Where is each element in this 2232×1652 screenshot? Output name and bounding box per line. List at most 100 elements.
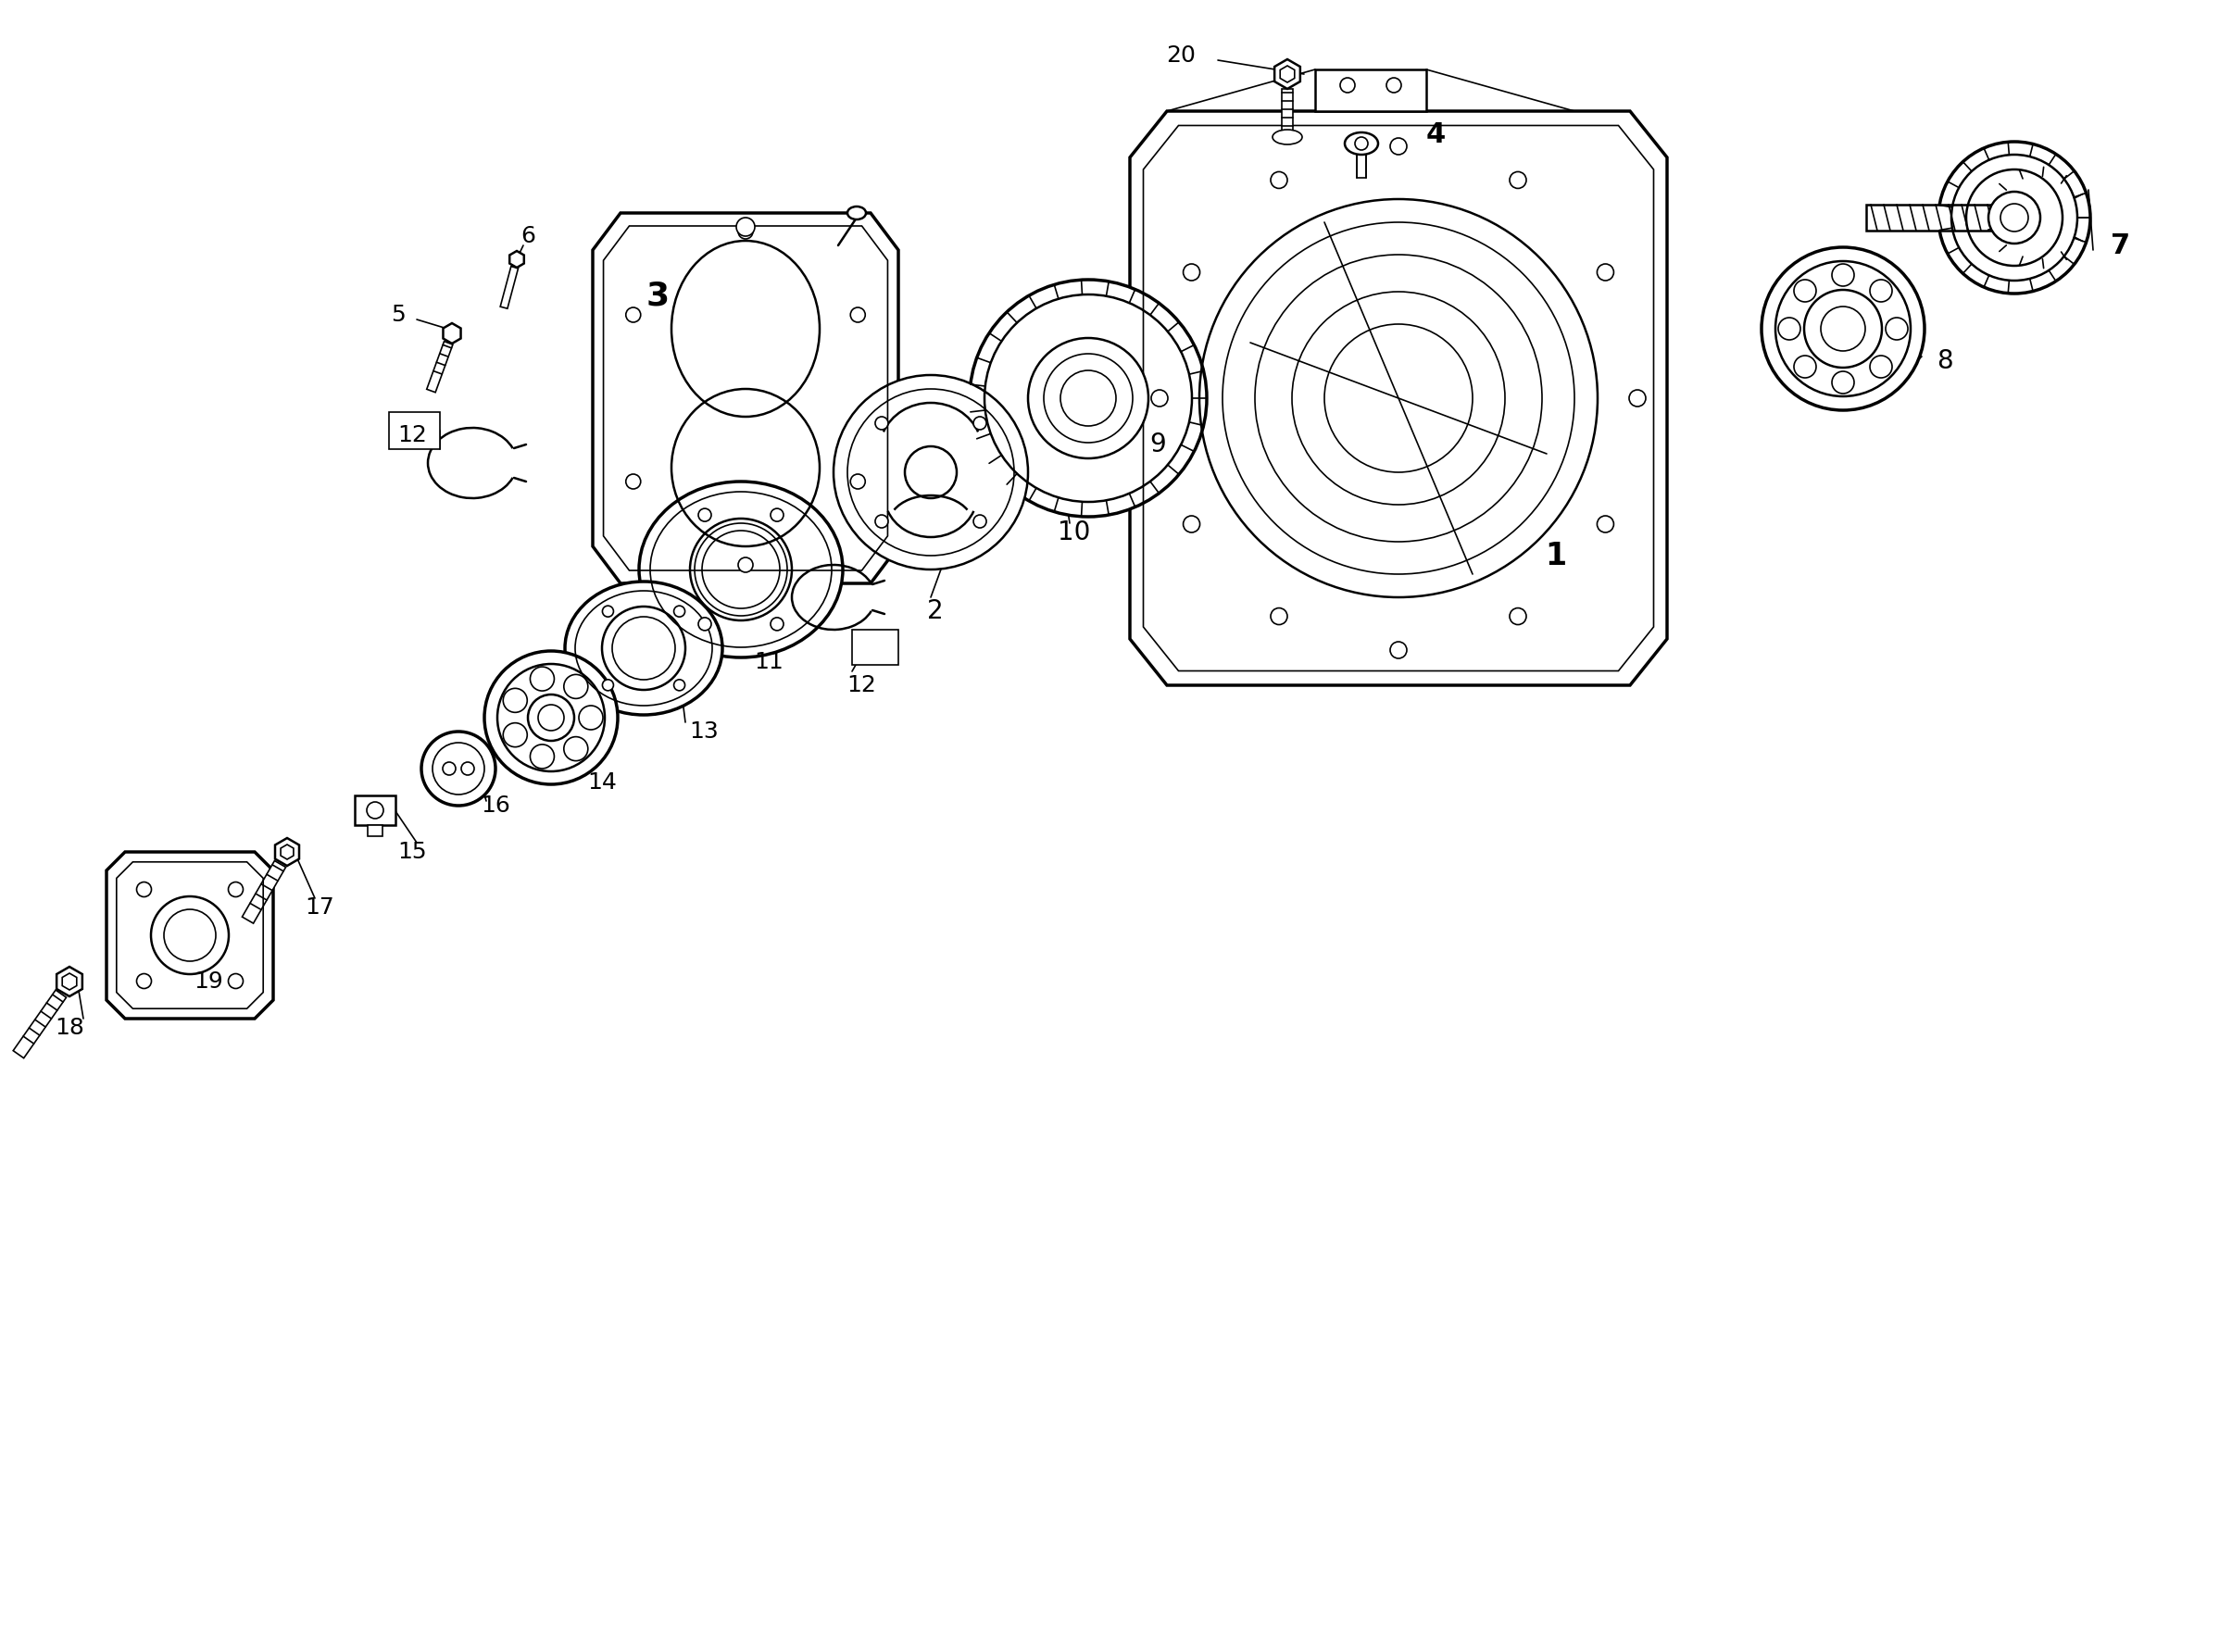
Circle shape — [739, 225, 752, 240]
Polygon shape — [56, 966, 83, 996]
Circle shape — [578, 705, 603, 730]
Polygon shape — [426, 342, 453, 393]
Ellipse shape — [848, 206, 866, 220]
Circle shape — [674, 606, 685, 616]
Circle shape — [531, 667, 554, 691]
Polygon shape — [594, 213, 897, 583]
Circle shape — [1989, 192, 2040, 243]
Circle shape — [1183, 515, 1201, 532]
Bar — [368, 824, 382, 836]
Circle shape — [366, 801, 384, 819]
Circle shape — [462, 762, 473, 775]
Text: 14: 14 — [587, 771, 616, 793]
Circle shape — [625, 474, 641, 489]
Circle shape — [770, 618, 783, 631]
Ellipse shape — [1344, 132, 1377, 155]
Circle shape — [1183, 264, 1201, 281]
Circle shape — [739, 557, 752, 572]
Circle shape — [502, 689, 527, 712]
Text: 3: 3 — [645, 281, 670, 312]
Circle shape — [502, 724, 527, 747]
Circle shape — [228, 882, 243, 897]
Text: 19: 19 — [194, 970, 223, 993]
Circle shape — [136, 973, 152, 988]
Ellipse shape — [565, 582, 723, 715]
Circle shape — [1598, 515, 1614, 532]
Circle shape — [850, 307, 866, 322]
Circle shape — [1986, 167, 2089, 269]
Circle shape — [1509, 608, 1527, 624]
Bar — [853, 629, 897, 664]
Polygon shape — [107, 852, 272, 1019]
Bar — [388, 411, 440, 449]
Text: 8: 8 — [1937, 349, 1953, 373]
Text: 17: 17 — [306, 897, 335, 919]
Text: 2: 2 — [926, 598, 944, 624]
Text: 12: 12 — [846, 674, 877, 697]
Circle shape — [1386, 78, 1402, 93]
Circle shape — [422, 732, 496, 806]
Circle shape — [737, 218, 754, 236]
Circle shape — [625, 307, 641, 322]
Polygon shape — [1281, 66, 1295, 83]
Text: 18: 18 — [56, 1016, 85, 1039]
Circle shape — [1270, 172, 1288, 188]
Bar — [1281, 89, 1292, 135]
Circle shape — [969, 279, 1208, 517]
Circle shape — [850, 474, 866, 489]
Circle shape — [1355, 137, 1368, 150]
Circle shape — [228, 973, 243, 988]
Circle shape — [875, 515, 888, 529]
Polygon shape — [13, 990, 67, 1059]
Circle shape — [1870, 279, 1893, 302]
Text: 11: 11 — [754, 651, 783, 674]
Circle shape — [565, 737, 587, 762]
Circle shape — [565, 674, 587, 699]
Circle shape — [1270, 608, 1288, 624]
Circle shape — [1886, 317, 1908, 340]
Circle shape — [442, 762, 455, 775]
Circle shape — [1832, 264, 1855, 286]
Bar — [1866, 205, 2013, 231]
Circle shape — [136, 882, 152, 897]
Circle shape — [2000, 203, 2029, 231]
Text: 15: 15 — [397, 841, 426, 862]
Text: 7: 7 — [2111, 231, 2132, 259]
Bar — [1357, 155, 1366, 178]
Circle shape — [531, 745, 554, 768]
Text: 10: 10 — [1058, 519, 1091, 545]
Text: 20: 20 — [1165, 45, 1196, 66]
Circle shape — [1598, 264, 1614, 281]
Text: 4: 4 — [1426, 121, 1446, 147]
Circle shape — [674, 679, 685, 691]
Circle shape — [1629, 390, 1645, 406]
Circle shape — [1832, 372, 1855, 393]
Polygon shape — [444, 324, 460, 344]
Circle shape — [1795, 279, 1817, 302]
Circle shape — [1870, 355, 1893, 378]
Text: 13: 13 — [690, 720, 719, 743]
Polygon shape — [509, 251, 525, 268]
Circle shape — [1779, 317, 1801, 340]
Circle shape — [1803, 289, 1882, 368]
Bar — [1315, 69, 1426, 111]
Circle shape — [1937, 142, 2091, 294]
Circle shape — [973, 416, 987, 430]
Text: 5: 5 — [391, 304, 406, 325]
Text: 12: 12 — [397, 425, 426, 446]
Circle shape — [603, 606, 614, 616]
Polygon shape — [62, 973, 76, 990]
Circle shape — [1391, 139, 1406, 155]
Circle shape — [973, 515, 987, 529]
Polygon shape — [500, 266, 518, 309]
Circle shape — [484, 651, 618, 785]
Circle shape — [1795, 355, 1817, 378]
Text: 9: 9 — [1149, 431, 1165, 458]
Polygon shape — [275, 838, 299, 866]
Circle shape — [529, 694, 574, 740]
Polygon shape — [1274, 59, 1301, 89]
Circle shape — [1339, 78, 1355, 93]
Circle shape — [1509, 172, 1527, 188]
Circle shape — [1152, 390, 1167, 406]
Polygon shape — [355, 796, 395, 824]
